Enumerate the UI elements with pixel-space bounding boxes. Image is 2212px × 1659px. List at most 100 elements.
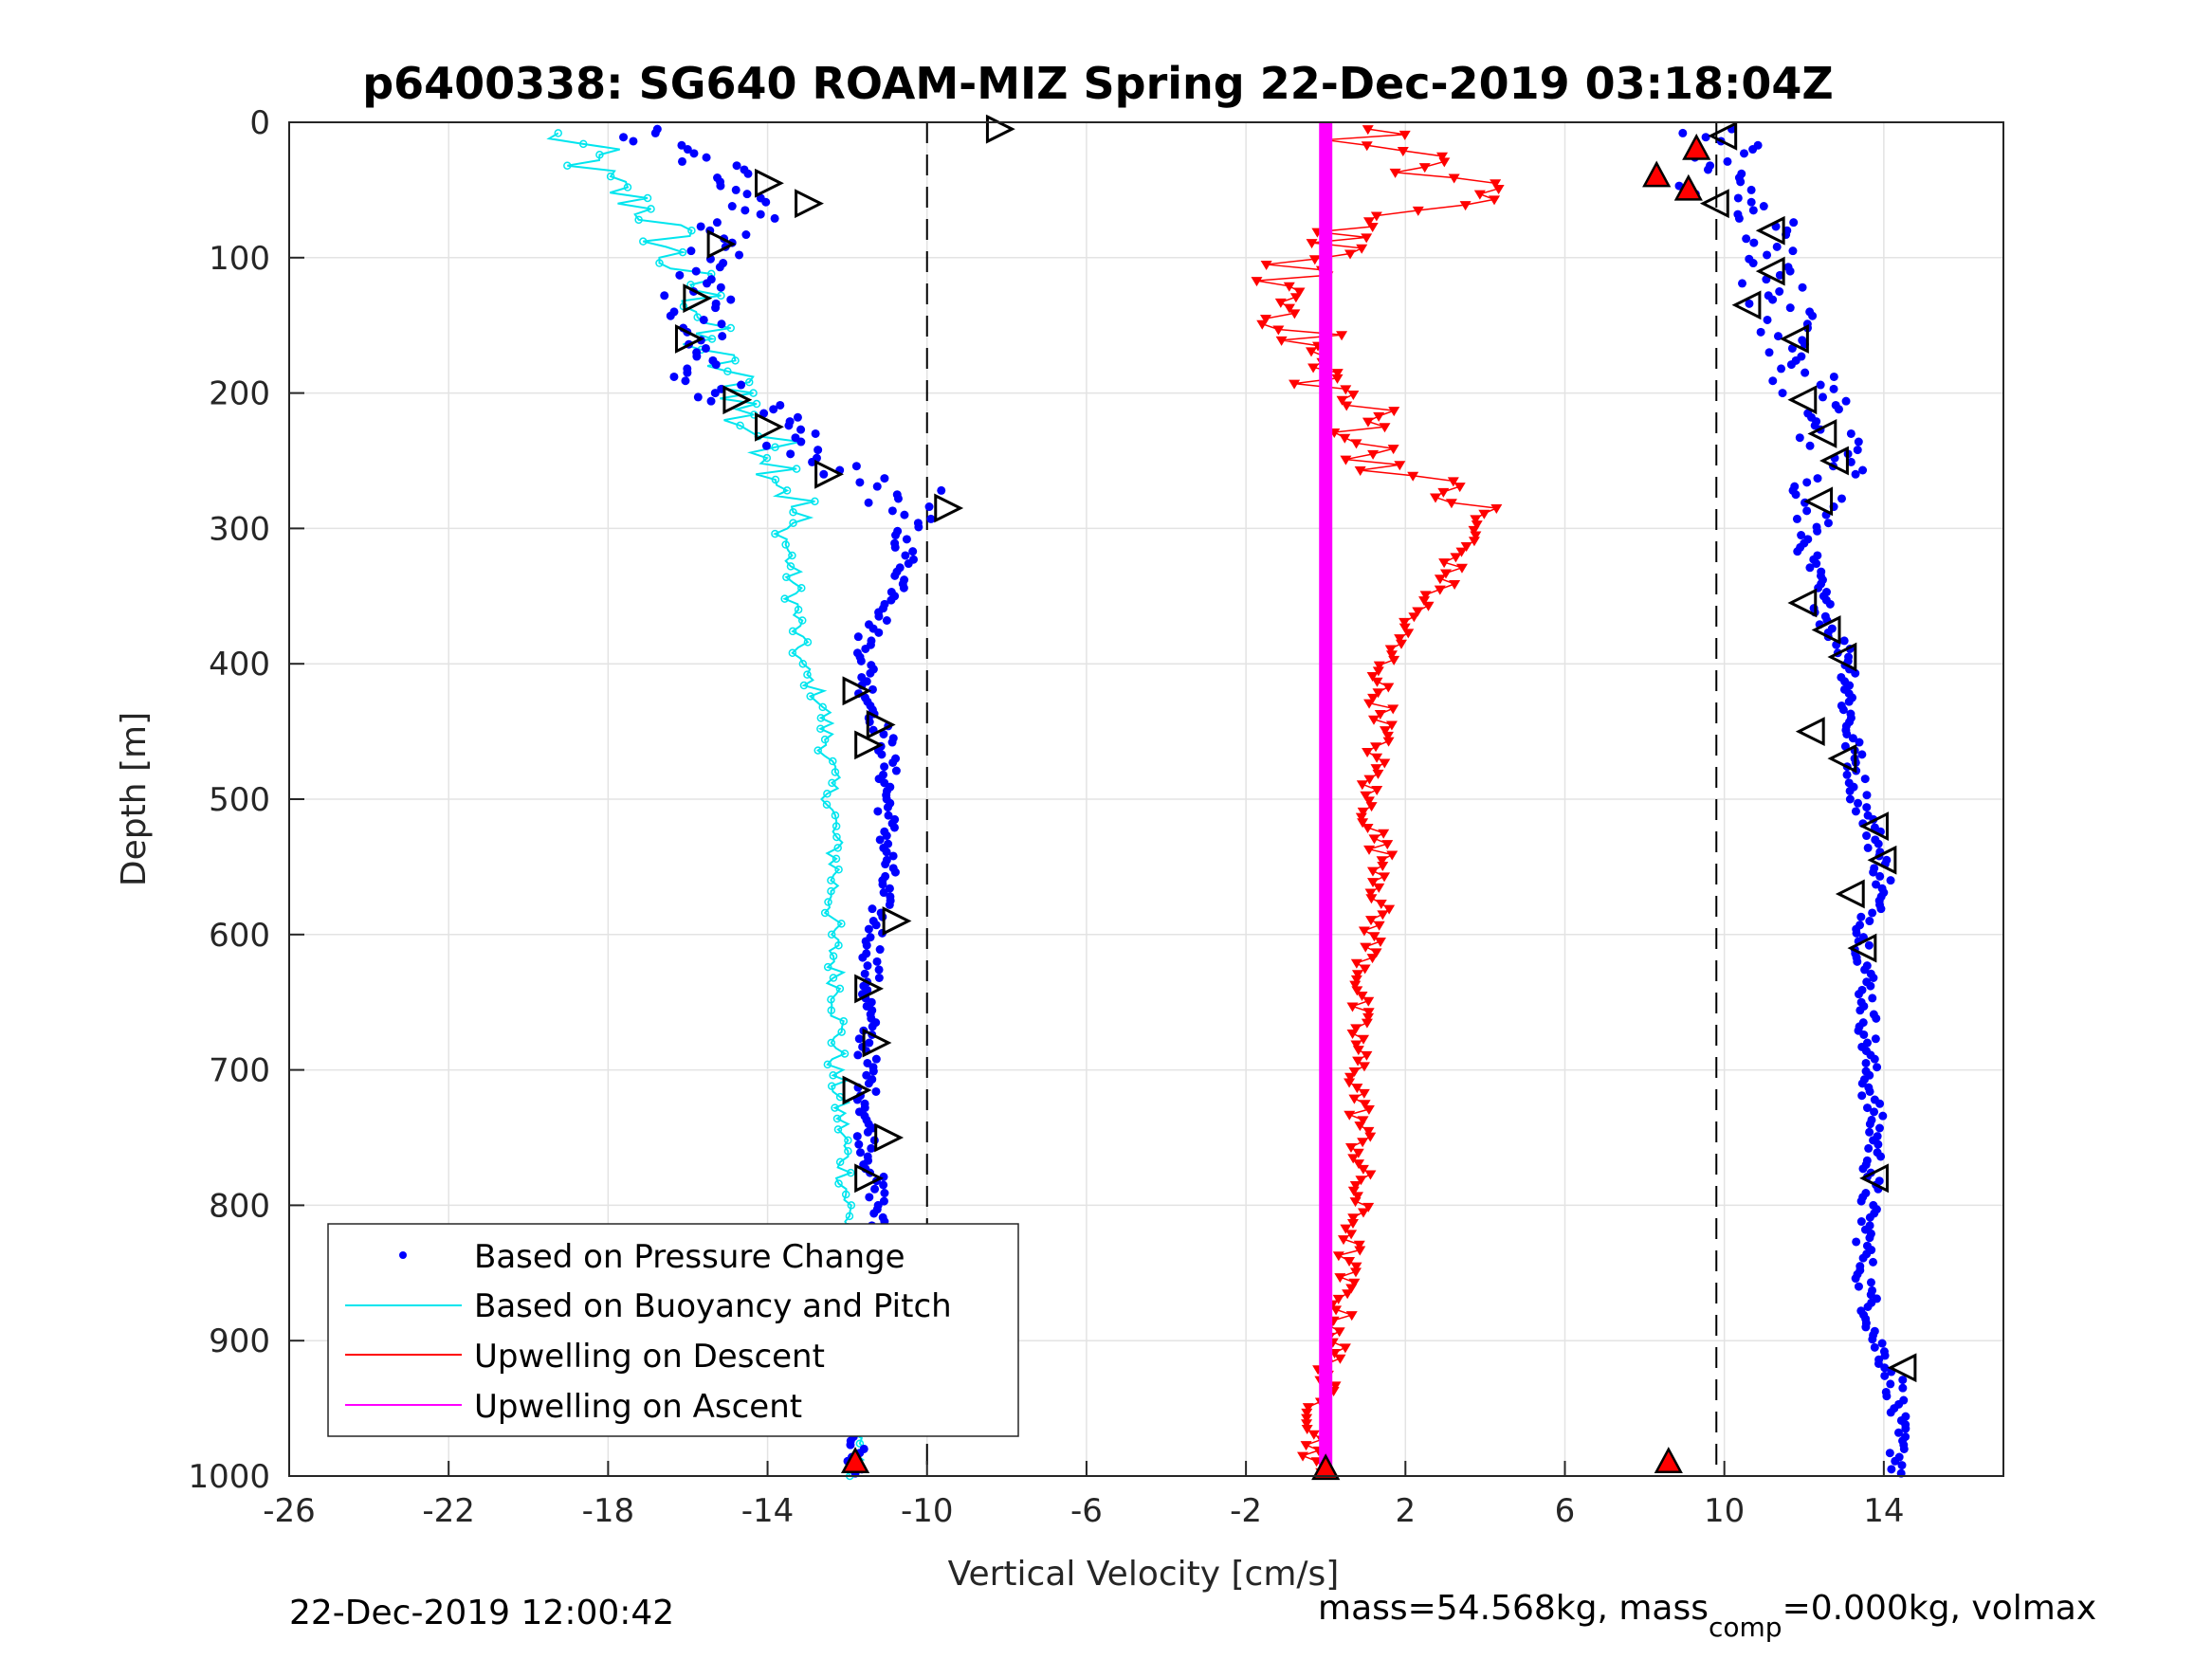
pressure-point-climb (1875, 1099, 1885, 1108)
descent-point (1274, 298, 1287, 308)
descent-point (1470, 515, 1482, 525)
descent-point (1358, 926, 1370, 937)
pressure-point-climb (1854, 798, 1863, 808)
pressure-point-climb (1819, 392, 1828, 402)
descent-point (1362, 1126, 1375, 1137)
pressure-point-climb (1901, 1424, 1910, 1433)
pressure-point-dive (819, 469, 829, 479)
descent-point (1348, 1278, 1361, 1288)
descent-point (1436, 152, 1449, 162)
pressure-point-climb (1736, 177, 1746, 187)
pressure-point-dive (924, 502, 934, 512)
descent-point (1398, 130, 1411, 140)
pressure-point-climb (1793, 547, 1802, 556)
pressure-point-climb (1802, 478, 1812, 487)
x-tick-label--6: -6 (1070, 1492, 1103, 1530)
x-tick-label-2: 2 (1395, 1492, 1416, 1530)
descent-point (1408, 612, 1420, 623)
pressure-point-climb (1866, 1278, 1875, 1287)
descent-point (1418, 596, 1431, 607)
legend-item-pressure: Based on Pressure Change (399, 1238, 905, 1276)
descent-point (1357, 1208, 1369, 1218)
pressure-point-climb (1865, 1120, 1874, 1129)
pressure-point-dive (701, 343, 710, 353)
pressure-point-climb (1853, 446, 1862, 455)
descent-point (1350, 1040, 1362, 1050)
footer-mass-text: mass=54.568kg, mass (1318, 1589, 1709, 1628)
pressure-point-dive (890, 571, 900, 580)
pressure-point-climb (1764, 348, 1774, 357)
climb-pitch-marker (1807, 419, 1837, 448)
descent-point (1347, 1186, 1360, 1196)
pressure-point-dive (756, 210, 765, 219)
descent-point (1374, 710, 1386, 720)
dive-pitch-marker (934, 493, 964, 523)
buoyancy-point (827, 1006, 836, 1015)
pressure-point-dive (715, 263, 724, 272)
pressure-point-climb (1856, 1006, 1865, 1015)
pressure-point-dive (862, 940, 871, 950)
pressure-point-climb (1748, 145, 1758, 155)
descent-point (1490, 503, 1503, 514)
pressure-point-dive (855, 478, 865, 487)
buoyancy-point (655, 259, 664, 267)
pressure-point-climb (1802, 506, 1812, 516)
descent-point (1364, 1132, 1377, 1142)
pressure-point-dive (864, 498, 873, 507)
descent-point (1365, 894, 1378, 904)
buoyancy-point (828, 1082, 836, 1090)
pressure-point-climb (1852, 928, 1861, 938)
pressure-point-dive (893, 494, 903, 503)
descent-point (1300, 1441, 1312, 1451)
descent-point (1306, 347, 1318, 357)
pressure-point-dive (769, 405, 778, 414)
descent-point (1344, 1110, 1356, 1121)
pressure-point-climb (1861, 1058, 1871, 1067)
pressure-point-climb (1797, 531, 1806, 540)
pressure-point-dive (814, 446, 823, 455)
pressure-point-climb (1886, 1379, 1895, 1389)
descent-point (1352, 1056, 1364, 1066)
buoyancy-point (794, 605, 803, 614)
pressure-point-climb (1848, 734, 1857, 743)
dive-pitch-marker (842, 1075, 872, 1105)
pressure-point-dive (854, 1034, 864, 1044)
buoyancy-point (726, 323, 735, 333)
pressure-point-climb (1863, 1103, 1873, 1113)
pressure-point-climb (1860, 775, 1870, 784)
descent-point (1460, 541, 1472, 552)
pressure-point-dive (703, 279, 712, 288)
pressure-point-dive (691, 266, 701, 276)
footer-timestamp: 22-Dec-2019 12:00:42 (289, 1594, 674, 1632)
y-tick-label-100: 100 (209, 240, 270, 278)
x-axis-label: Vertical Velocity [cm/s] (948, 1555, 1340, 1594)
legend-label-ascent: Upwelling on Ascent (474, 1388, 802, 1426)
buoyancy-point (782, 573, 791, 582)
descent-point (1365, 916, 1378, 926)
pressure-point-climb (1745, 299, 1754, 308)
descent-point (1260, 260, 1272, 270)
x-tick-label--10: -10 (901, 1492, 954, 1530)
climb-pitch-marker (1787, 385, 1818, 415)
legend: Based on Pressure Change Based on Buoyan… (327, 1223, 1019, 1437)
buoyancy-point (749, 389, 758, 397)
descent-point (1362, 996, 1375, 1007)
descent-point (1354, 465, 1366, 476)
buoyancy-point (837, 1028, 846, 1036)
pressure-point-climb (1880, 1351, 1890, 1360)
descent-point (1366, 954, 1379, 964)
descent-point (1362, 125, 1374, 136)
pressure-point-climb (1813, 526, 1822, 536)
pressure-point-climb (1876, 1152, 1886, 1161)
descent-point (1455, 547, 1468, 557)
descent-point (1387, 445, 1399, 455)
descent-point (1346, 1030, 1359, 1040)
pressure-point-dive (868, 1022, 877, 1031)
descent-point (1362, 748, 1374, 758)
descent-point (1357, 1138, 1369, 1148)
descent-point (1362, 1202, 1375, 1212)
buoyancy-point (829, 757, 837, 766)
descent-point (1402, 629, 1415, 639)
pressure-point-dive (863, 1127, 872, 1137)
pressure-point-dive (888, 851, 898, 861)
